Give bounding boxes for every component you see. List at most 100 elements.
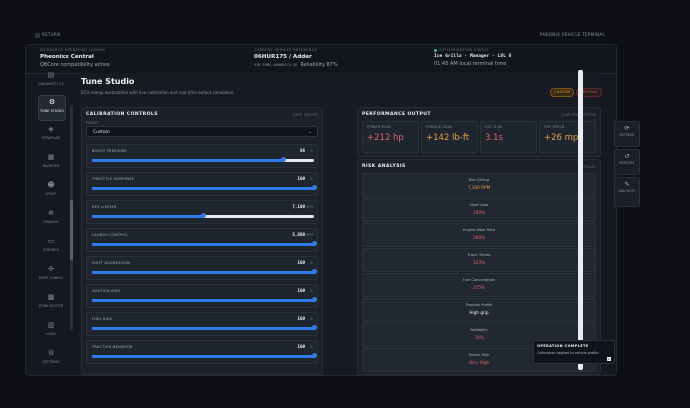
slider-label: BOOST PRESSURE bbox=[92, 149, 127, 153]
slider-label: IGNITION BIAS bbox=[92, 289, 121, 293]
calibration-panel: CALIBRATION CONTROLS SAFE INPUTS PRESET … bbox=[81, 107, 323, 375]
auth-user: Ice Grilla · Manager · LVL 6 bbox=[434, 54, 512, 59]
sidebar-item-stashes[interactable]: ▭ STASHES bbox=[38, 235, 64, 259]
slider-unit: % bbox=[309, 317, 313, 321]
slider-track[interactable] bbox=[92, 241, 317, 246]
slider-fill bbox=[92, 215, 203, 218]
restore-button[interactable]: ↺ RESTORE bbox=[614, 149, 640, 175]
metric-top-speed: TOP SPEED +26 mph bbox=[539, 121, 596, 153]
return-button[interactable]: RETURN bbox=[35, 32, 60, 38]
sidebar-item-settings[interactable]: ⚙ SETTINGS bbox=[38, 347, 64, 371]
risk-label: Traction Profile bbox=[465, 303, 493, 307]
metric-label: POWER GAIN bbox=[367, 125, 391, 129]
slider-value: 100 bbox=[297, 344, 305, 349]
slider-value: 7,100 bbox=[292, 204, 305, 209]
risk-value: 78% bbox=[474, 335, 484, 340]
add-note-label: ADD NOTE bbox=[618, 189, 636, 193]
slider-row: IGNITION BIAS 100% bbox=[86, 284, 318, 308]
sidebar-item-staff[interactable]: ☻ STAFF bbox=[38, 179, 64, 203]
slider-handle[interactable] bbox=[312, 353, 317, 358]
sidebar-item-label: INVOICES bbox=[42, 164, 60, 168]
slider-handle[interactable] bbox=[312, 325, 317, 330]
toast-close-icon[interactable]: × bbox=[607, 357, 611, 361]
vehicle-vin: VIN PAMS-06HUR175-IE bbox=[254, 63, 298, 67]
auth-time: 01:45 AM local terminal time bbox=[434, 61, 507, 67]
sidebar-item-label: SPRAYLAB bbox=[42, 136, 60, 140]
main-scrollbar[interactable] bbox=[578, 70, 583, 370]
slider-value: 100 bbox=[297, 260, 305, 265]
return-label: RETURN bbox=[42, 32, 61, 37]
slider-handle[interactable] bbox=[312, 185, 317, 190]
slider-label: TRACTION BEHAVIOR bbox=[92, 345, 133, 349]
risk-panel: RISK ANALYSIS CRITICAL Rev Ceiling 7,100 … bbox=[357, 159, 601, 375]
calibration-header-right: SAFE INPUTS bbox=[292, 113, 318, 117]
preset-value: Custom bbox=[93, 130, 110, 135]
slider-unit: % bbox=[309, 261, 313, 265]
slider-fill bbox=[92, 271, 314, 274]
sidebar-item-invoices[interactable]: ▦ INVOICES bbox=[38, 151, 64, 175]
sidebar-item-logs[interactable]: ▥ LOGS bbox=[38, 319, 64, 343]
slider-label: THROTTLE RESPONSE bbox=[92, 177, 135, 181]
sidebar-item-tune-studio[interactable]: ⚙ TUNE STUDIO bbox=[38, 95, 66, 121]
zone-icon: ▩ bbox=[47, 293, 55, 301]
restore-icon: ↺ bbox=[624, 153, 630, 160]
slider-track[interactable] bbox=[92, 157, 314, 162]
risk-header: RISK ANALYSIS bbox=[362, 164, 406, 169]
sidebar-item-zone-editor[interactable]: ▩ ZONE EDITOR bbox=[38, 291, 64, 315]
slider-track[interactable] bbox=[92, 213, 314, 218]
logs-icon: ▥ bbox=[47, 321, 55, 329]
slider-handle[interactable] bbox=[280, 157, 286, 162]
slider-track[interactable] bbox=[92, 269, 317, 274]
risk-label: Engine Wear Rate bbox=[462, 228, 496, 232]
metric-label: TOP SPEED bbox=[544, 125, 565, 129]
sidebar-scrollbar[interactable] bbox=[70, 105, 73, 330]
slider-row: FUEL BIAS 100% bbox=[86, 312, 318, 336]
slider-track[interactable] bbox=[92, 185, 317, 190]
slider-handle[interactable] bbox=[312, 269, 317, 274]
slider-label: LAUNCH CONTROL bbox=[92, 233, 129, 237]
slider-handle[interactable] bbox=[312, 297, 317, 302]
slider-row: BOOST PRESSURE 86% bbox=[86, 144, 318, 168]
slider-row: REV LIMITER 7,100 RPM bbox=[86, 200, 318, 224]
sidebar-item-shop-config[interactable]: ✣ SHOP CONFIG bbox=[38, 263, 64, 287]
slider-fill bbox=[92, 327, 314, 330]
sidebar-item-finance[interactable]: ⊕ FINANCE bbox=[38, 207, 64, 231]
sidebar-item-spraylab[interactable]: ◈ SPRAYLAB bbox=[38, 123, 64, 147]
performance-panel: PERFORMANCE OUTPUT LIVE PROJECTION POWER… bbox=[357, 107, 601, 157]
slider-unit: RPM bbox=[306, 233, 313, 237]
calibration-header: CALIBRATION CONTROLS bbox=[86, 112, 158, 117]
risk-row: Trans. Stress 123% bbox=[362, 248, 596, 272]
vehicle-reliability: Reliability 87% bbox=[300, 62, 338, 68]
org-sub: QBCore compatibility active bbox=[40, 62, 110, 68]
slider-unit: % bbox=[309, 149, 313, 153]
slider-handle[interactable] bbox=[201, 213, 206, 218]
terminal-label: PHEONIX VEHICLE TERMINAL bbox=[539, 32, 605, 37]
slider-handle[interactable] bbox=[312, 241, 317, 246]
vehicle-info: CURRENT VEHICLE REFERENCE 06HUR175 / Add… bbox=[254, 48, 338, 68]
slider-row: THROTTLE RESPONSE 100% bbox=[86, 172, 318, 196]
slider-unit: % bbox=[309, 345, 313, 349]
risk-label: Rev Ceiling bbox=[468, 178, 490, 182]
slider-row: LAUNCH CONTROL 5,860 RPM bbox=[86, 228, 318, 252]
sidebar-item-diagnostics[interactable]: ▤ DIAGNOSTI CS bbox=[38, 71, 64, 91]
sidebar-scroll-thumb[interactable] bbox=[70, 200, 73, 260]
slider-track[interactable] bbox=[92, 297, 317, 302]
slider-fill bbox=[92, 243, 314, 246]
risk-label: Trans. Stress bbox=[467, 253, 491, 257]
risk-row: Fuel Consumption 215% bbox=[362, 273, 596, 297]
slider-value: 100 bbox=[297, 176, 305, 181]
slider-fill bbox=[92, 187, 314, 190]
top-bar: RETURN PHEONIX VEHICLE TERMINAL bbox=[25, 30, 615, 42]
refresh-button[interactable]: ⟳ REFRESH bbox=[614, 121, 640, 147]
add-note-button[interactable]: ✎ ADD NOTE bbox=[614, 177, 640, 207]
risk-value: 100% bbox=[473, 210, 485, 215]
metric-zero-sixty: EST. 0-60 3.1s bbox=[480, 121, 537, 153]
preset-select[interactable]: Custom ⌄ bbox=[86, 126, 318, 137]
slider-row: SHIFT AGGRESSION 100% bbox=[86, 256, 318, 280]
slider-track[interactable] bbox=[92, 353, 317, 358]
tune-studio-panel: Tune Studio ECU remap workstation with l… bbox=[79, 73, 602, 375]
slider-fill bbox=[92, 159, 283, 162]
slider-track[interactable] bbox=[92, 325, 317, 330]
sidebar-item-label: LOGS bbox=[46, 332, 56, 336]
slider-row: TRACTION BEHAVIOR 100% bbox=[86, 340, 318, 364]
